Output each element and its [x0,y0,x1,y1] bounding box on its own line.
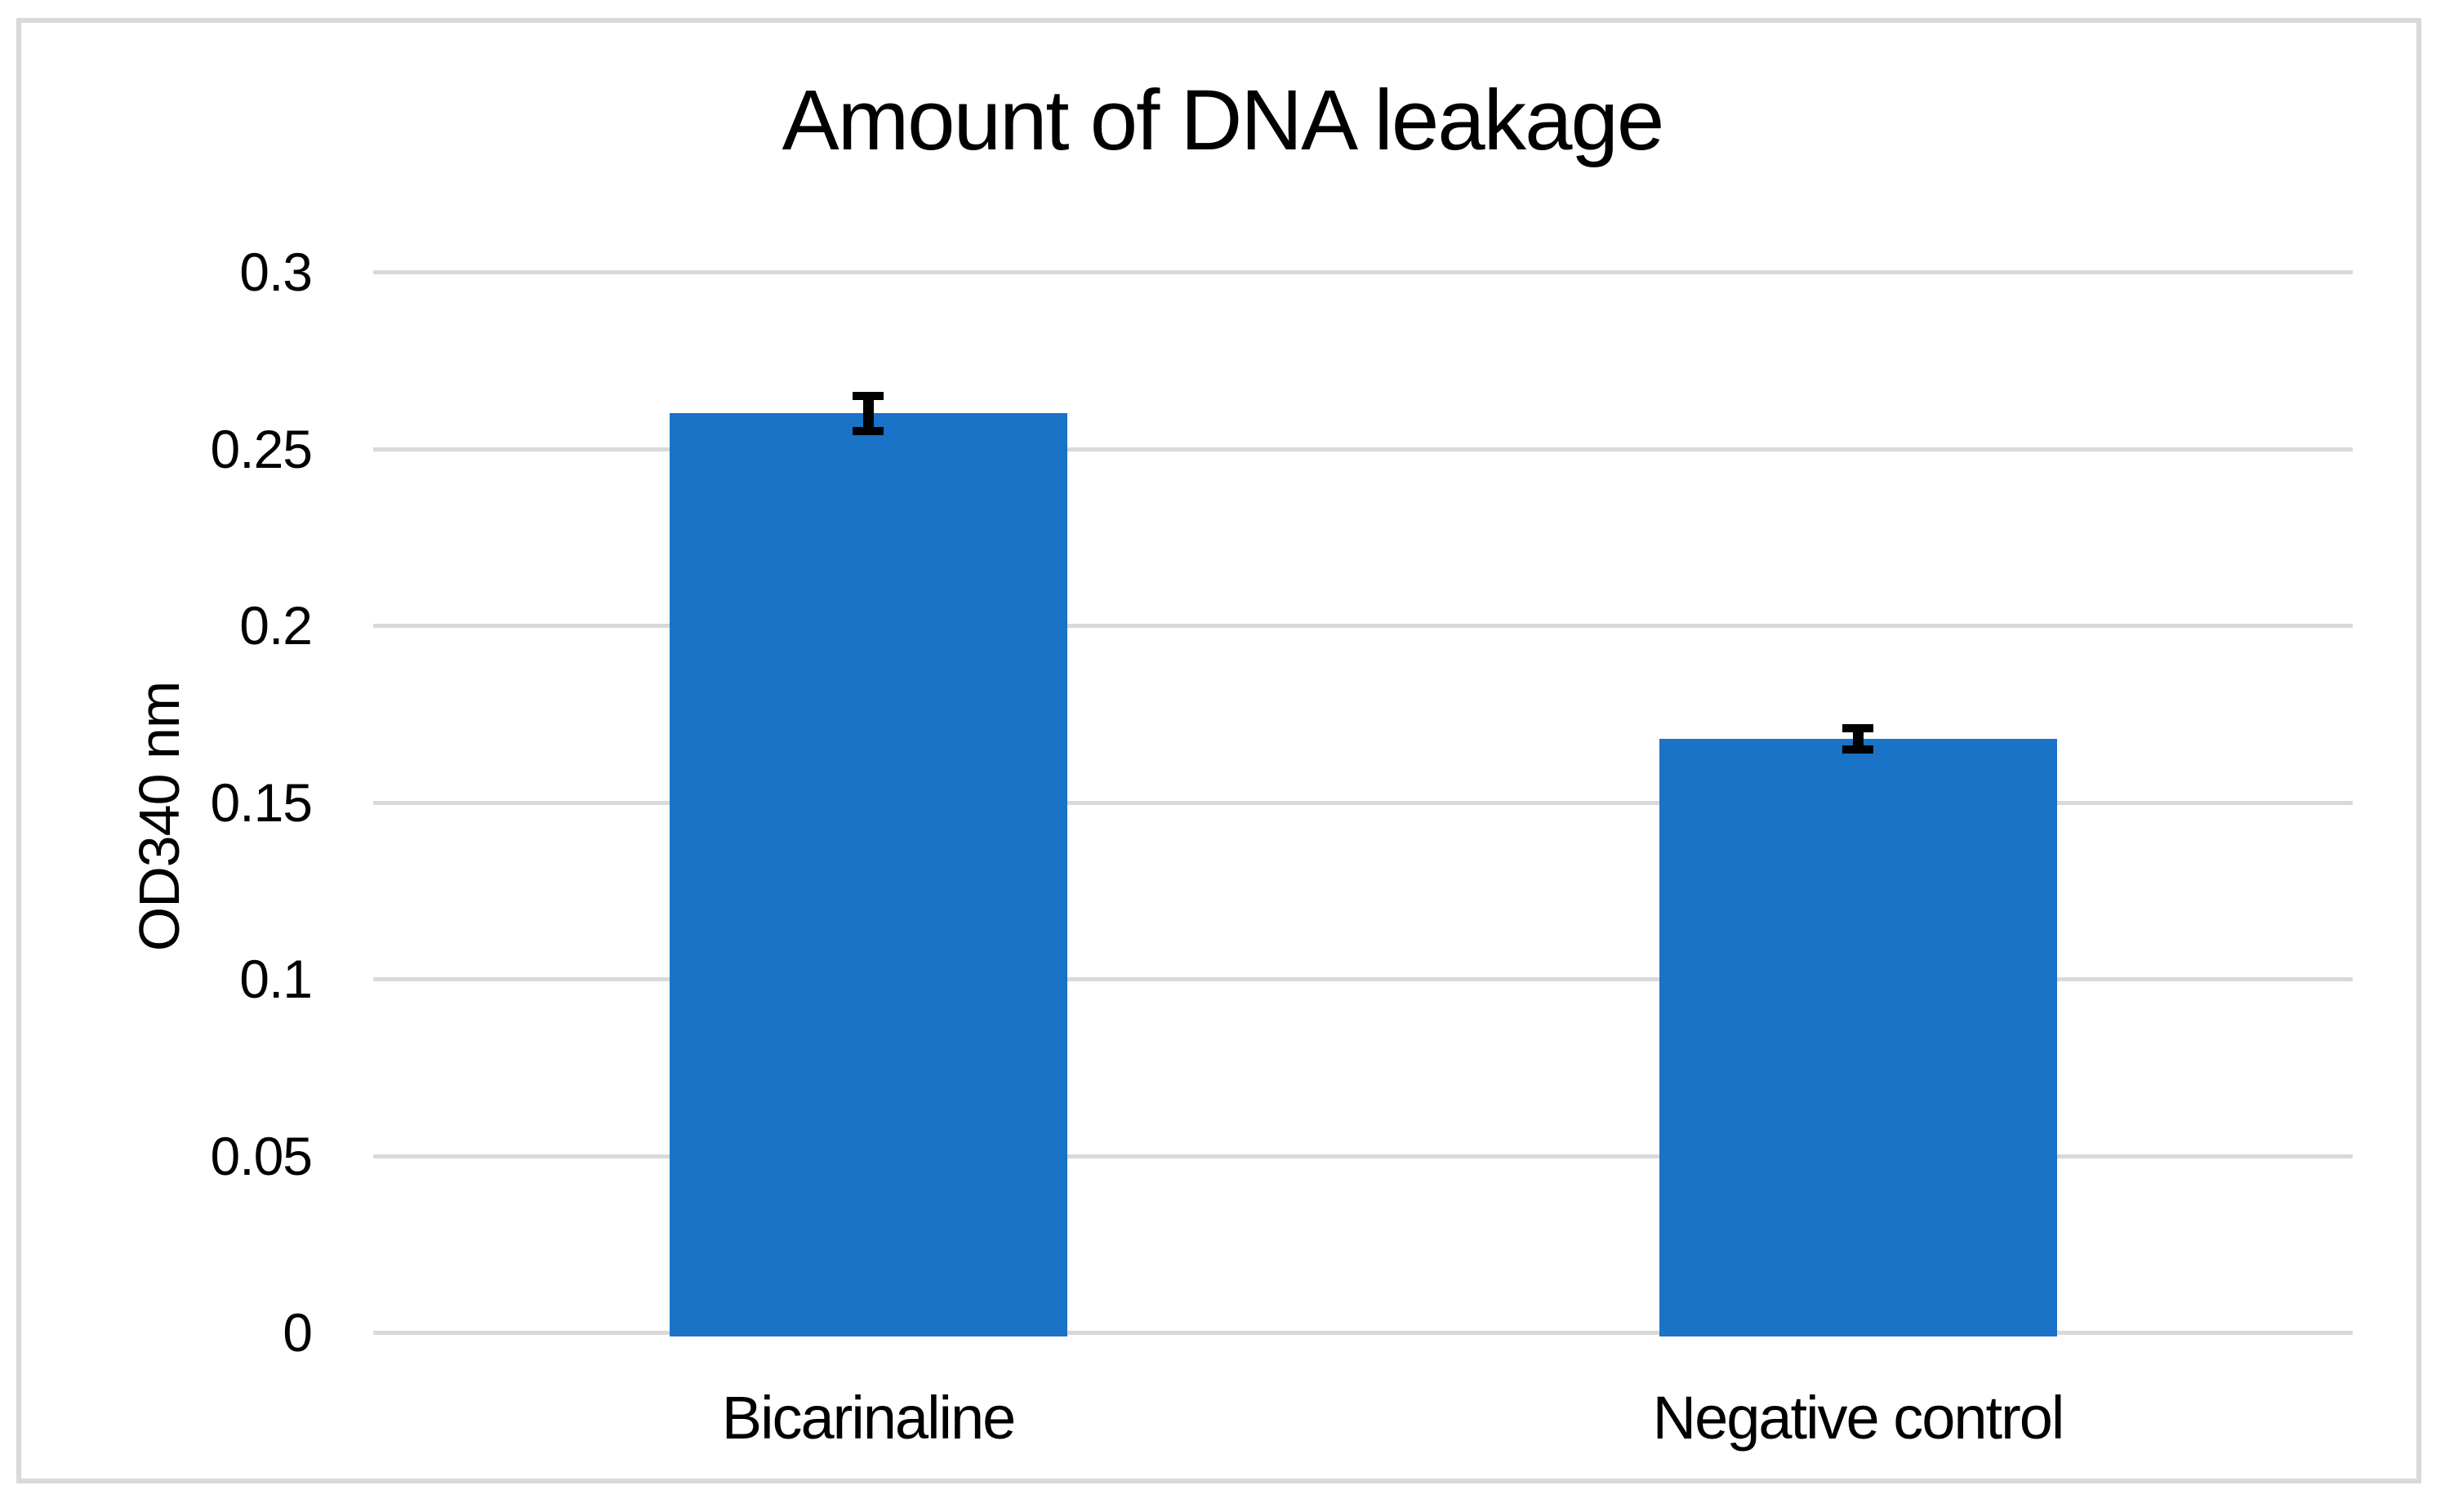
bar [1659,738,2057,1336]
bar [669,413,1067,1336]
x-category-label: Negative control [1652,1384,2065,1452]
y-tick-label: 0.05 [210,1125,313,1186]
gridline [373,624,2353,628]
y-tick-label: 0 [283,1302,313,1363]
gridline [373,977,2353,981]
x-category-label: Bicarinaline [721,1384,1017,1452]
y-tick-label: 0.2 [239,595,313,656]
error-bar-stem [1852,732,1864,745]
chart-frame-border [16,18,2421,1483]
y-tick-label: 0.1 [239,949,313,1009]
gridline [373,1331,2353,1335]
error-bar-stem [862,399,874,427]
y-tick-label: 0.3 [239,242,313,302]
error-bar [1842,723,1873,754]
gridline [373,270,2353,274]
error-bar [853,391,884,435]
gridline [373,800,2353,805]
y-tick-label: 0.25 [210,418,313,479]
chart-title: Amount of DNA leakage [782,73,1665,168]
gridline [373,447,2353,451]
gridline [373,1154,2353,1158]
y-tick-label: 0.15 [210,772,313,833]
